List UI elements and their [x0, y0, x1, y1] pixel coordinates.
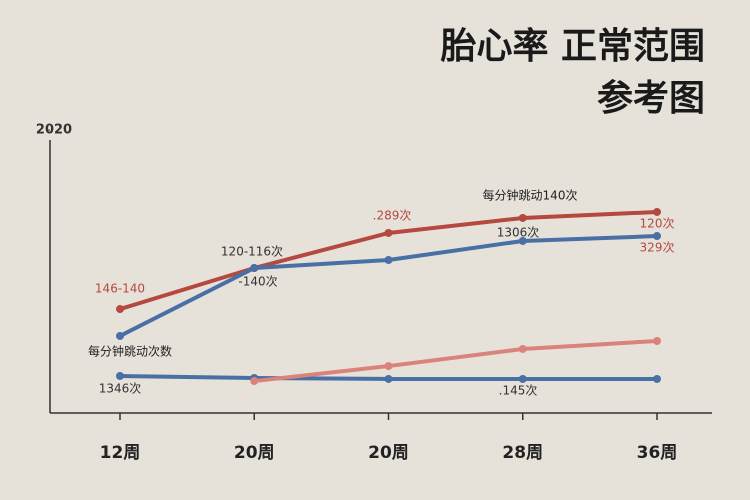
annotation: 120-116次	[221, 245, 283, 259]
point	[518, 344, 527, 353]
legend-label: 每分钟跳动次数	[88, 344, 172, 359]
x-tick-label: 28周	[502, 443, 543, 463]
annotation: .145次	[499, 384, 538, 398]
point	[116, 305, 124, 314]
annotation: .289次	[373, 209, 412, 223]
annotation: 329次	[640, 241, 675, 255]
point	[518, 374, 527, 383]
point	[384, 256, 393, 265]
point	[653, 207, 661, 216]
point	[384, 374, 393, 383]
point	[384, 362, 393, 371]
legend-label: 每分钟跳动140次	[483, 188, 578, 203]
point	[518, 236, 527, 245]
point	[250, 377, 259, 386]
point	[653, 374, 661, 383]
point	[116, 372, 124, 381]
point	[653, 232, 661, 241]
point	[384, 228, 393, 237]
x-tick-label: 36周	[637, 443, 678, 463]
point	[250, 263, 259, 272]
point	[653, 336, 661, 345]
annotation: 120次	[640, 217, 675, 231]
x-tick-label: 20周	[368, 443, 409, 463]
x-tick-label: 20周	[234, 443, 275, 463]
y-tick-label: 2020	[36, 123, 72, 138]
chart-subtitle: 参考图	[597, 78, 705, 119]
annotation: 1346次	[99, 382, 142, 396]
x-tick-label: 12周	[100, 443, 141, 463]
point	[518, 213, 527, 222]
point	[116, 331, 124, 340]
series-line	[252, 338, 659, 384]
annotation: 146-140	[95, 282, 145, 296]
chart-title: 胎心率 正常范围	[440, 26, 705, 67]
annotation: 1306次	[497, 226, 540, 240]
annotation: -140次	[238, 275, 277, 289]
